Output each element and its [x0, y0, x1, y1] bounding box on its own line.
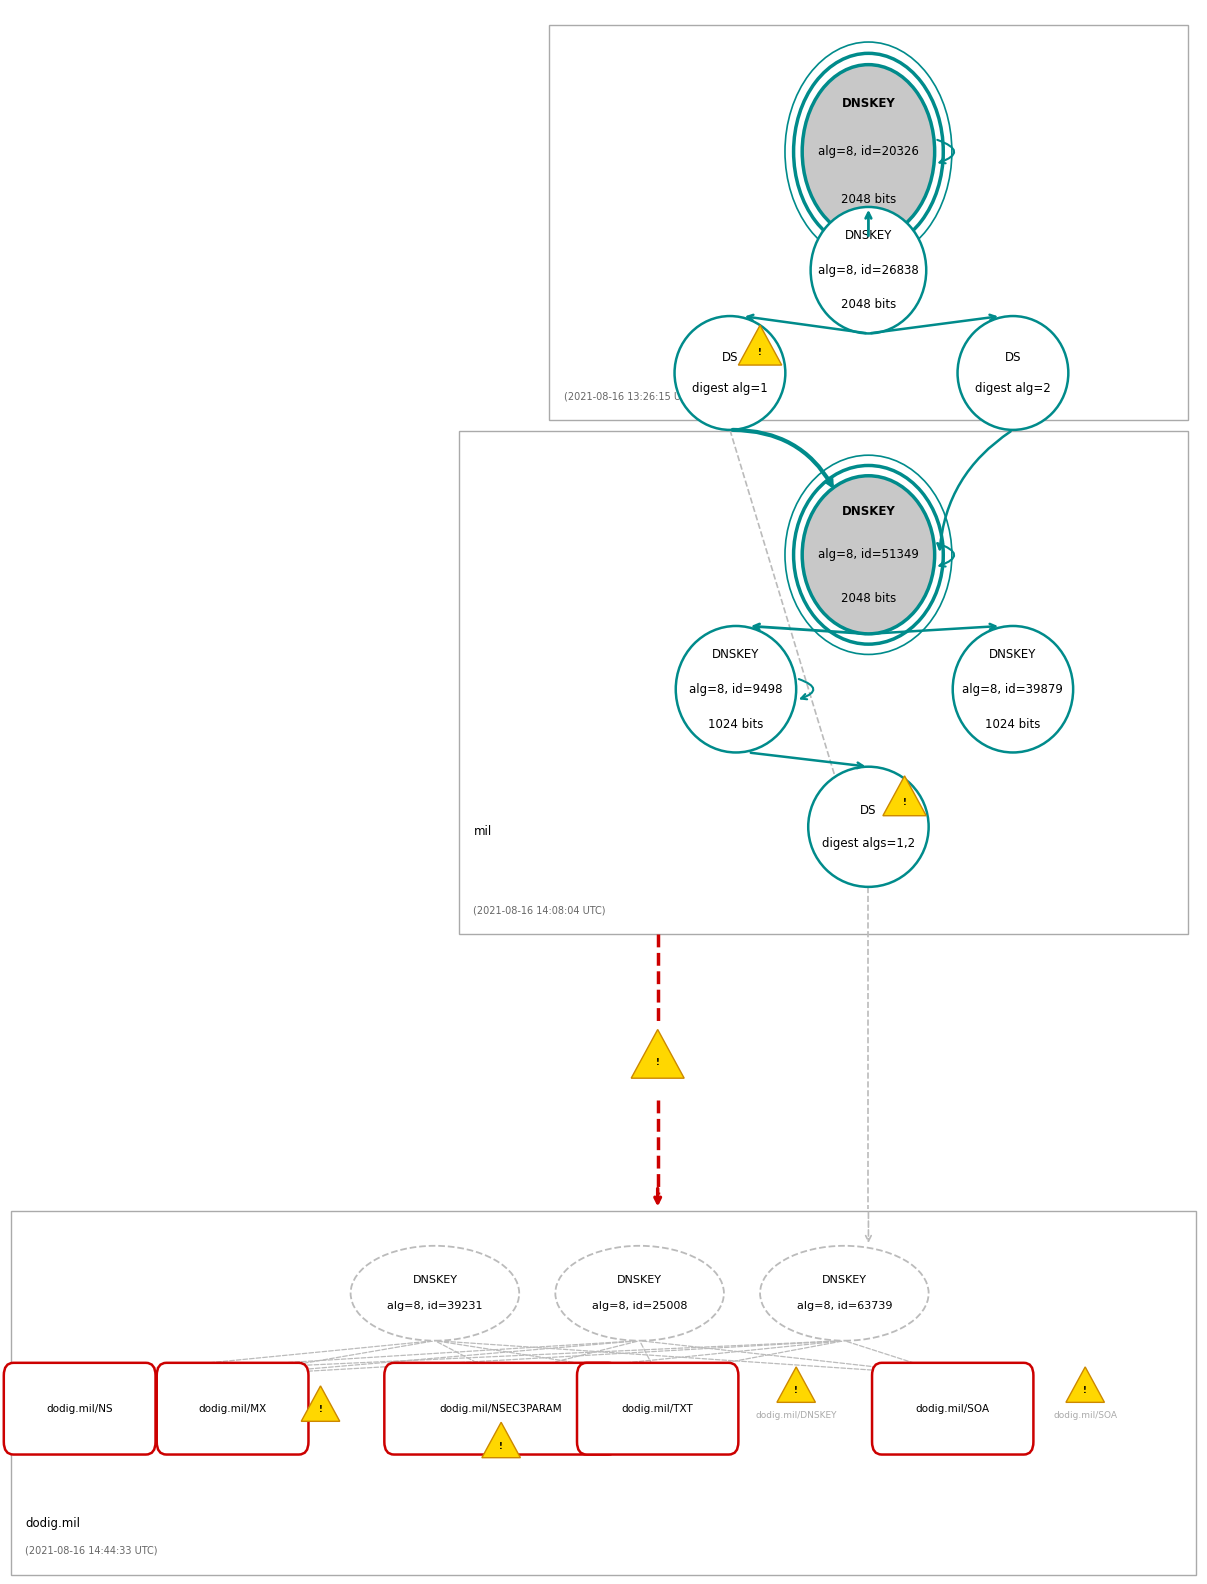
Ellipse shape	[350, 1245, 519, 1340]
Text: 1024 bits: 1024 bits	[985, 718, 1040, 730]
FancyBboxPatch shape	[384, 1362, 618, 1454]
Text: DNSKEY: DNSKEY	[822, 1275, 867, 1285]
Ellipse shape	[803, 475, 934, 634]
Text: dodig.mil/MX: dodig.mil/MX	[198, 1403, 267, 1413]
FancyBboxPatch shape	[157, 1362, 309, 1454]
Text: alg=8, id=25008: alg=8, id=25008	[591, 1302, 687, 1312]
Text: DNSKEY: DNSKEY	[841, 505, 896, 518]
Text: digest alg=2: digest alg=2	[975, 382, 1051, 394]
Text: DNSKEY: DNSKEY	[845, 230, 892, 242]
Ellipse shape	[952, 626, 1073, 752]
Text: 2048 bits: 2048 bits	[841, 298, 896, 312]
Ellipse shape	[803, 65, 934, 239]
Text: !: !	[319, 1405, 322, 1415]
Polygon shape	[777, 1367, 816, 1402]
Polygon shape	[1066, 1367, 1104, 1402]
Text: alg=8, id=39879: alg=8, id=39879	[962, 683, 1063, 695]
Text: DNSKEY: DNSKEY	[413, 1275, 457, 1285]
Ellipse shape	[555, 1245, 724, 1340]
Text: 2048 bits: 2048 bits	[841, 592, 896, 605]
Ellipse shape	[760, 1245, 928, 1340]
Text: alg=8, id=9498: alg=8, id=9498	[689, 683, 782, 695]
Text: alg=8, id=20326: alg=8, id=20326	[818, 146, 919, 158]
FancyBboxPatch shape	[549, 25, 1188, 420]
Text: digest algs=1,2: digest algs=1,2	[822, 836, 915, 849]
Text: !: !	[758, 348, 762, 356]
Ellipse shape	[809, 767, 928, 887]
Text: DNSKEY: DNSKEY	[990, 648, 1037, 661]
Text: !: !	[500, 1441, 503, 1451]
Text: dodig.mil/SOA: dodig.mil/SOA	[1054, 1410, 1118, 1419]
Text: dodig.mil/NSEC3PARAM: dodig.mil/NSEC3PARAM	[439, 1403, 562, 1413]
Ellipse shape	[676, 626, 797, 752]
Ellipse shape	[811, 208, 926, 334]
Text: !: !	[1083, 1386, 1088, 1396]
Text: !: !	[903, 798, 906, 808]
Text: 1024 bits: 1024 bits	[709, 718, 764, 730]
Text: alg=8, id=39231: alg=8, id=39231	[387, 1302, 483, 1312]
Text: alg=8, id=26838: alg=8, id=26838	[818, 263, 919, 277]
Text: DS: DS	[861, 803, 876, 817]
Polygon shape	[882, 776, 926, 816]
Text: (2021-08-16 14:08:04 UTC): (2021-08-16 14:08:04 UTC)	[473, 906, 606, 916]
Text: alg=8, id=63739: alg=8, id=63739	[797, 1302, 892, 1312]
Polygon shape	[302, 1386, 340, 1421]
Text: !: !	[655, 1058, 660, 1068]
Polygon shape	[739, 325, 782, 364]
FancyBboxPatch shape	[4, 1362, 156, 1454]
Text: dodig.mil: dodig.mil	[25, 1517, 81, 1530]
Text: dodig.mil/NS: dodig.mil/NS	[46, 1403, 113, 1413]
Text: dodig.mil/DNSKEY: dodig.mil/DNSKEY	[756, 1410, 836, 1419]
Text: DS: DS	[722, 350, 739, 364]
Text: !: !	[794, 1386, 798, 1396]
FancyBboxPatch shape	[871, 1362, 1033, 1454]
Polygon shape	[631, 1030, 684, 1079]
Text: 2048 bits: 2048 bits	[841, 193, 896, 206]
Text: DNSKEY: DNSKEY	[617, 1275, 663, 1285]
Text: dodig.mil/TXT: dodig.mil/TXT	[622, 1403, 694, 1413]
Polygon shape	[482, 1422, 520, 1457]
Text: DS: DS	[1004, 350, 1021, 364]
Text: digest alg=1: digest alg=1	[692, 382, 768, 394]
Text: (2021-08-16 14:44:33 UTC): (2021-08-16 14:44:33 UTC)	[25, 1546, 158, 1555]
Text: mil: mil	[473, 825, 491, 838]
Text: dodig.mil/SOA: dodig.mil/SOA	[916, 1403, 990, 1413]
Ellipse shape	[957, 317, 1068, 429]
Text: (2021-08-16 13:26:15 UTC): (2021-08-16 13:26:15 UTC)	[564, 391, 696, 401]
Ellipse shape	[675, 317, 786, 429]
Text: DNSKEY: DNSKEY	[712, 648, 759, 661]
FancyBboxPatch shape	[11, 1212, 1196, 1574]
FancyBboxPatch shape	[577, 1362, 739, 1454]
Text: alg=8, id=51349: alg=8, id=51349	[818, 548, 919, 561]
FancyBboxPatch shape	[459, 431, 1188, 935]
Text: DNSKEY: DNSKEY	[841, 97, 896, 111]
